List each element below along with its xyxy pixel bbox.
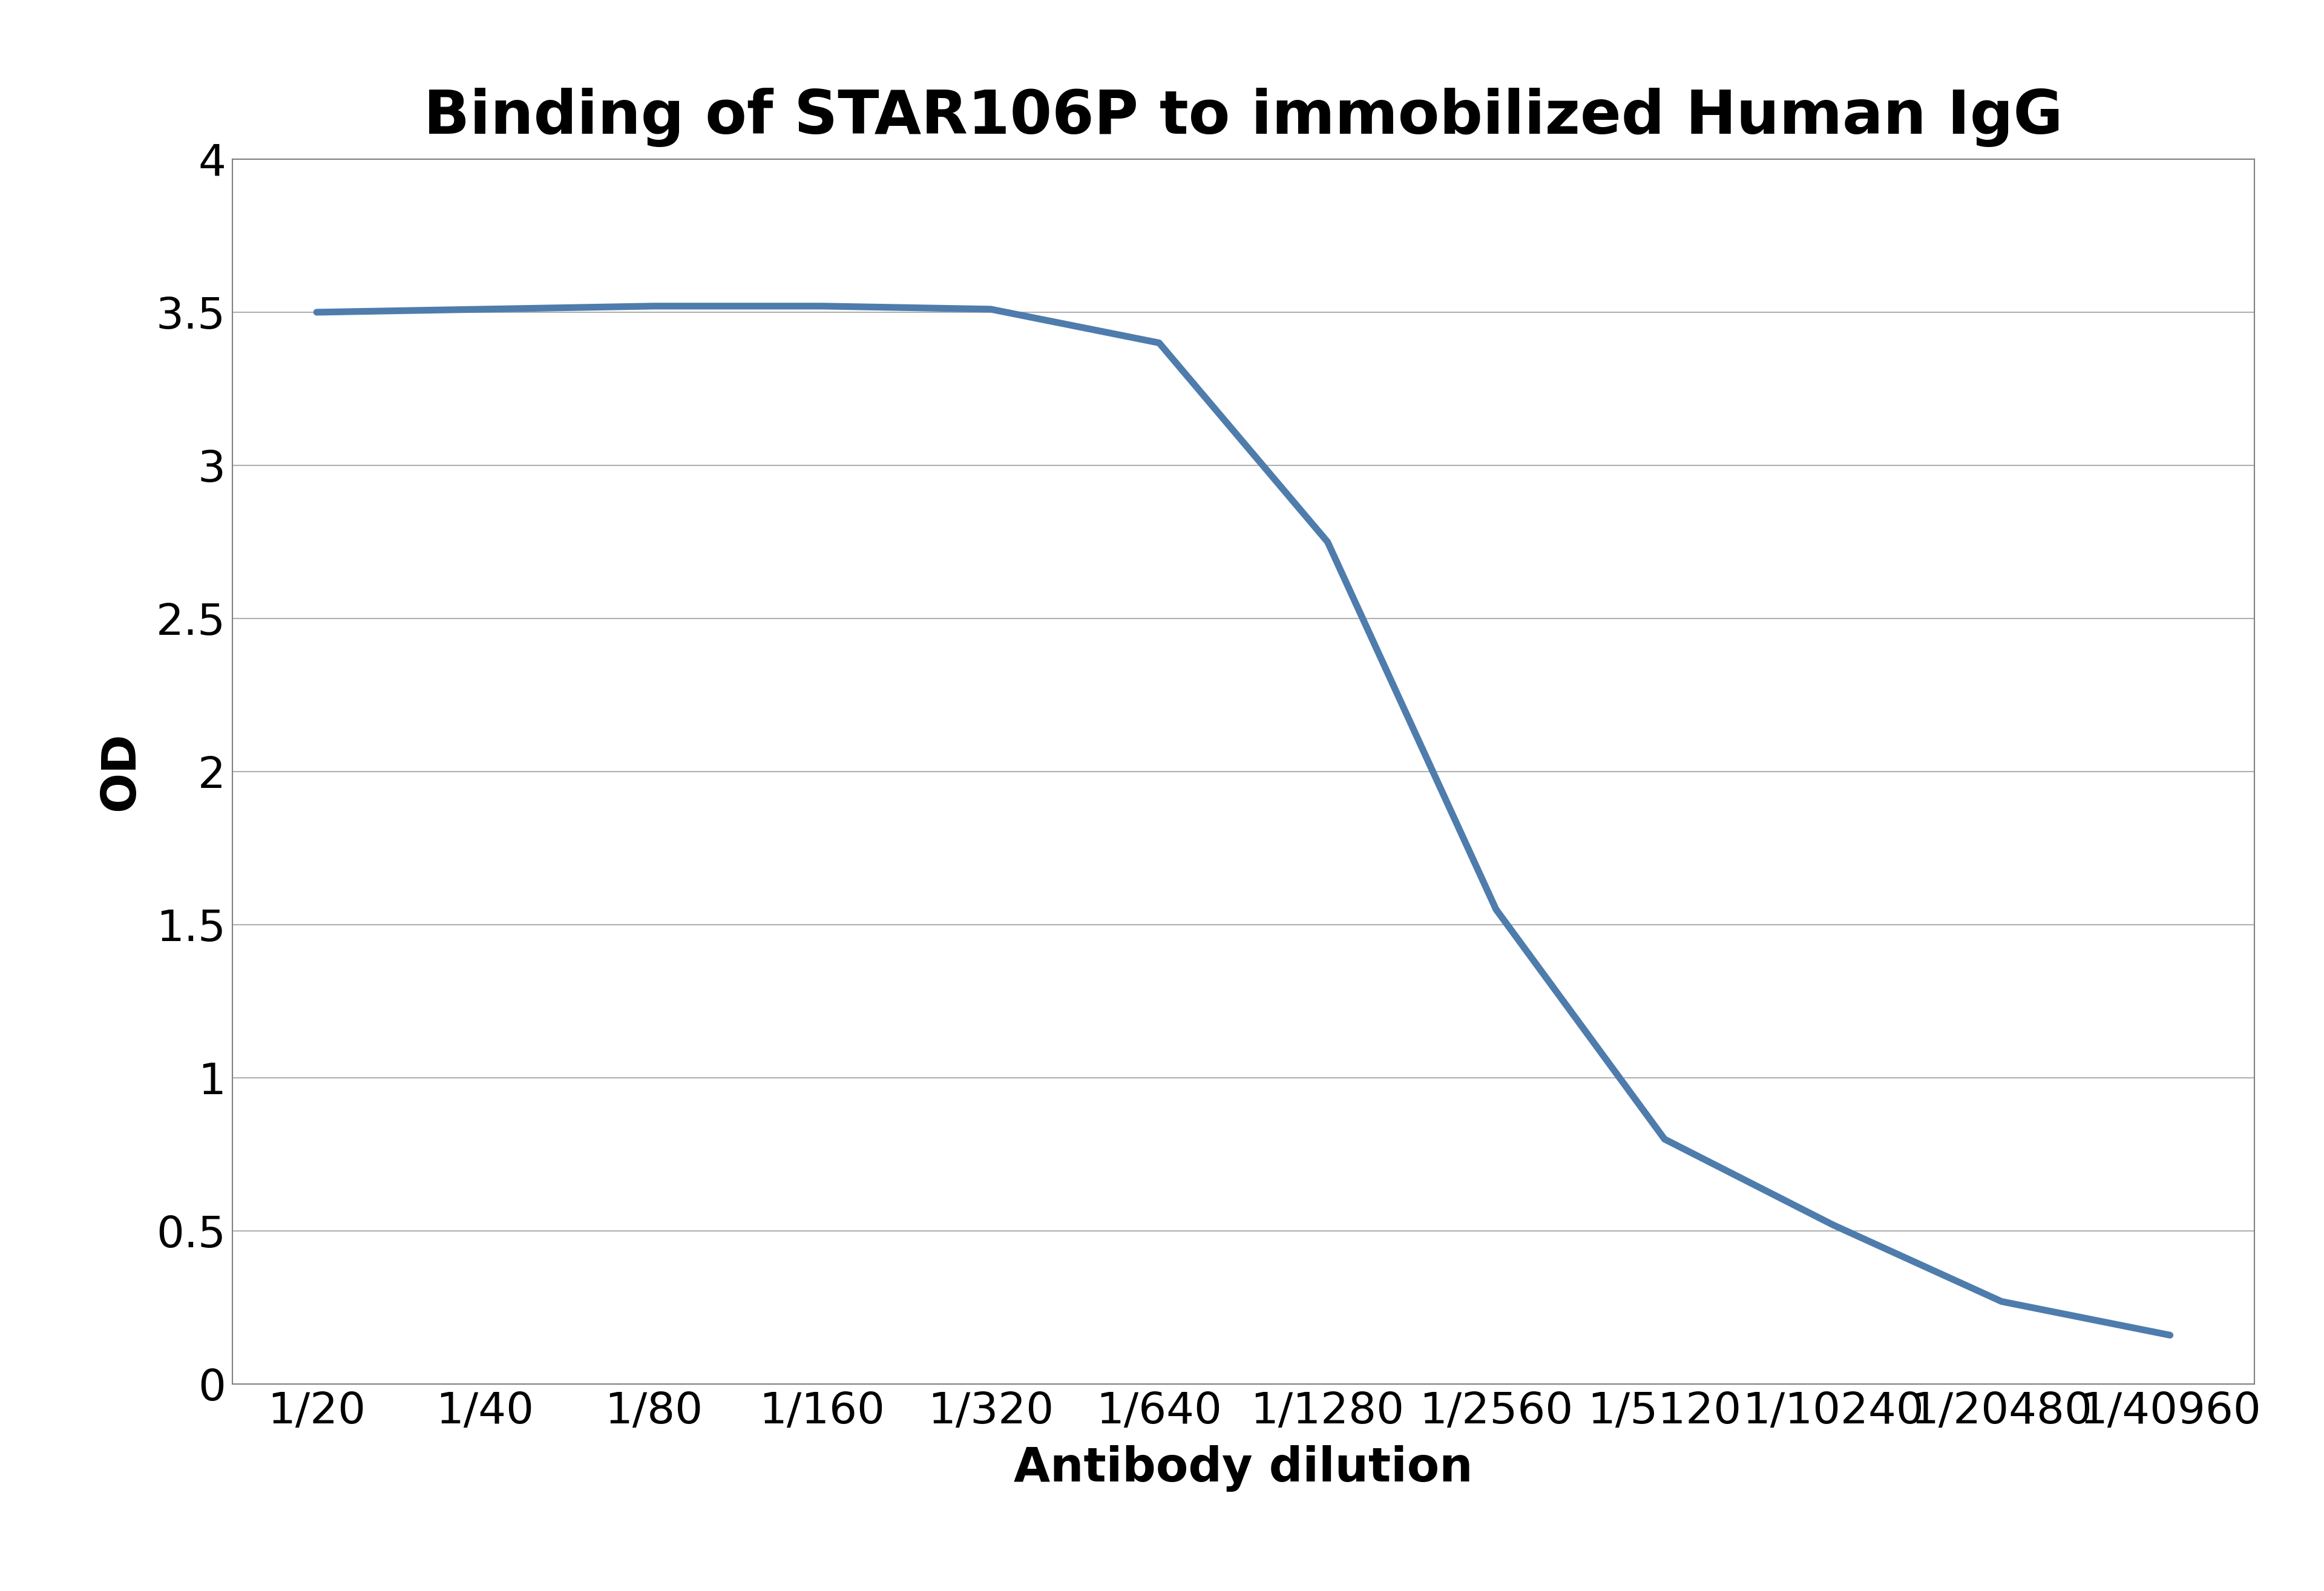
X-axis label: Antibody dilution: Antibody dilution xyxy=(1013,1445,1473,1492)
Y-axis label: OD: OD xyxy=(98,732,144,811)
Title: Binding of STAR106P to immobilized Human IgG: Binding of STAR106P to immobilized Human… xyxy=(423,88,2064,148)
